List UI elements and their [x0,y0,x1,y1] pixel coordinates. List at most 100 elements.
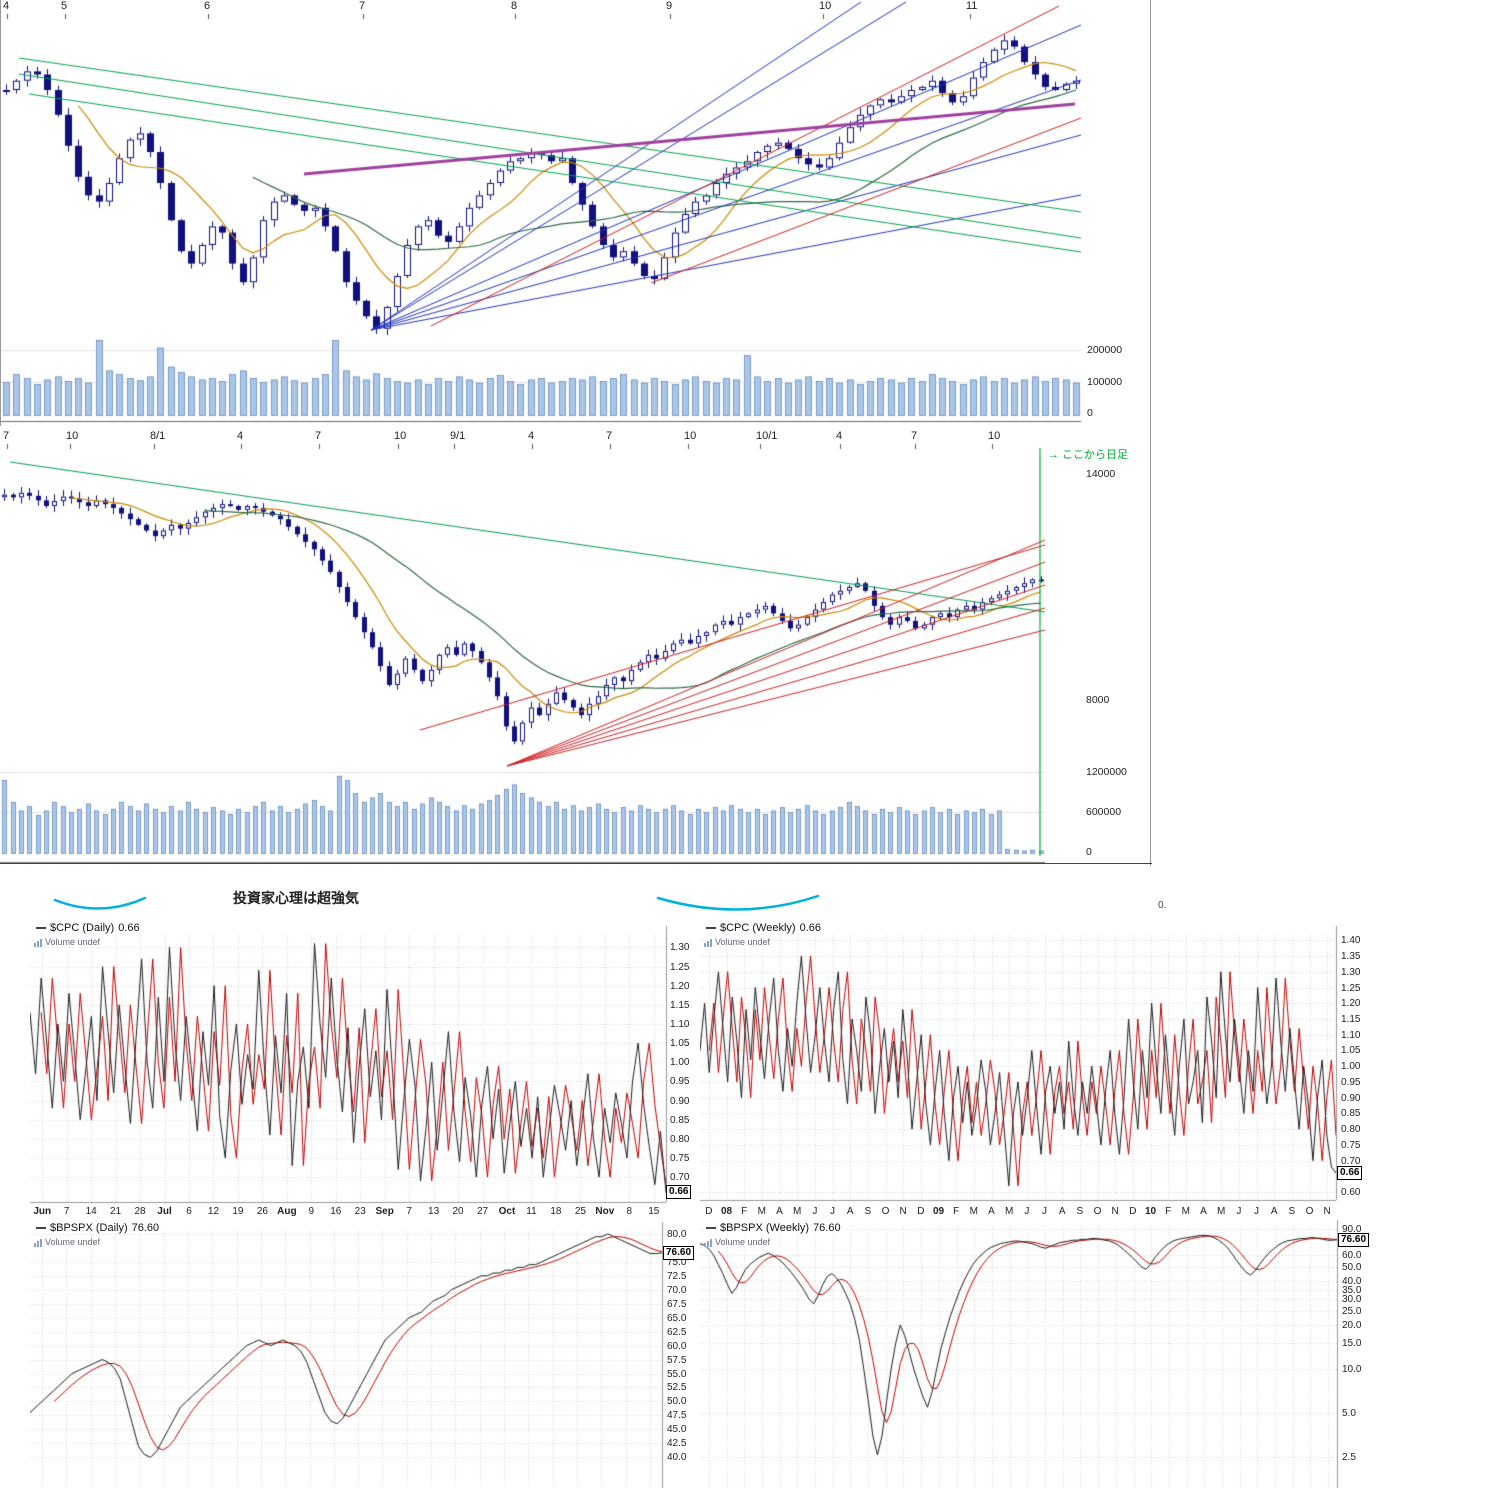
y-axis-tick-label: 35.0 [1342,1284,1362,1296]
x-axis-tick-label: J [1236,1206,1242,1217]
y-axis-tick-label: 0.80 [1341,1124,1361,1136]
x-axis-tick-label: 7 [406,1206,412,1217]
y-axis-tick-label: 10.0 [1342,1364,1362,1376]
x-axis-tick-label: J [812,1206,818,1217]
time-axis-label: 7 [606,430,613,442]
x-axis-tick-label: 7 [63,1206,70,1217]
x-axis-tick-label: 8 [626,1206,633,1217]
cpc-daily-canvas [30,920,692,1220]
x-axis-tick-label: A [1270,1206,1278,1217]
x-axis-tick-label: 16 [330,1206,342,1217]
volume-bars-icon [704,939,712,947]
x-axis-tick-label: M [969,1206,978,1217]
stray-text: 0. [1158,900,1167,911]
time-axis-label: 7 [359,0,366,12]
x-axis-tick-label: 25 [574,1206,586,1217]
last-value-label: 76.60 [131,1222,160,1234]
y-axis-tick-label: 0.80 [670,1133,690,1145]
x-axis-tick-label: 11 [526,1206,537,1217]
cpc-weekly-canvas [700,920,1365,1220]
x-axis-tick-label: 09 [932,1206,945,1217]
volume-bars-icon [34,1239,42,1247]
x-axis-tick-label: A [776,1206,783,1217]
x-axis-tick-label: M [1004,1206,1014,1217]
value-axis-label: 0 [1086,846,1092,858]
y-axis-tick-label: 25.0 [1342,1305,1362,1317]
value-axis-label: 0 [1087,407,1093,419]
symbol-label: $CPC (Weekly) [720,922,796,934]
y-axis-tick-label: 42.5 [667,1438,687,1450]
y-axis-tick-label: 47.5 [667,1410,687,1422]
x-axis-tick-label: 27 [476,1206,489,1217]
y-axis-tick-label: 75.0 [667,1256,687,1268]
symbol-label: $BPSPX (Daily) [50,1222,128,1234]
y-axis-tick-label: 1.10 [1341,1029,1361,1041]
x-axis-tick-label: 18 [550,1206,562,1217]
y-axis-tick-label: 70.0 [667,1284,687,1296]
x-axis-tick-label: 28 [134,1206,146,1217]
symbol-label: $BPSPX (Weekly) [720,1222,810,1234]
x-axis-tick-label: N [899,1206,907,1217]
y-axis-tick-label: 62.5 [667,1326,687,1338]
x-axis-tick-label: F [953,1206,960,1217]
x-axis-tick-label: J [1024,1206,1030,1217]
x-axis-tick-label: O [1093,1206,1102,1217]
time-axis-label: 8 [511,0,518,12]
y-axis-tick-label: 5.0 [1342,1408,1356,1420]
x-axis-tick-label: Nov [595,1206,615,1217]
cyan-scribble-annotation [53,894,820,911]
y-axis-tick-label: 1.30 [670,942,690,954]
time-axis-label: 7 [3,430,10,442]
y-axis-tick-label: 1.20 [1341,998,1361,1010]
cpc-daily-panel: $CPC (Daily) 0.66 Volume undef 1.30 1.25 1… [30,920,692,1220]
x-axis-tick-label: A [1200,1206,1207,1217]
y-axis-tick-label: 40.0 [667,1452,687,1464]
x-axis-tick-label: J [1042,1206,1047,1217]
x-axis-tick-label: D [917,1206,925,1217]
x-axis-tick-label: S [1076,1206,1084,1217]
x-axis-tick-label: S [1288,1206,1296,1217]
y-axis-tick-label: 20.0 [1342,1320,1362,1332]
x-axis-tick-label: N [1323,1206,1331,1217]
x-axis-tick-label: F [1165,1206,1172,1217]
y-axis-tick-label: 1.25 [670,961,690,973]
value-axis-label: 14000 [1086,468,1116,480]
daily-bars-annotation: → ここから日足 [1048,449,1129,461]
legend-line-swatch [36,927,46,929]
value-axis-label: 600000 [1086,806,1122,818]
y-axis-tick-label: 1.40 [1341,935,1361,947]
x-axis-tick-label: 10 [1144,1206,1157,1217]
y-axis-tick-label: 55.0 [667,1368,687,1380]
last-value-label: 76.60 [813,1222,841,1234]
bpspx-daily-panel: $BPSPX (Daily) 76.60 Volume undef 80.0 75… [30,1220,695,1488]
cpc-weekly-legend: $CPC (Weekly) 0.66 [704,922,824,934]
y-axis-tick-label: 0.75 [670,1152,690,1164]
time-axis-label: 9/1 [450,430,466,442]
volume-undef-label: Volume undef [34,937,101,947]
y-axis-tick-label: 0.95 [670,1076,690,1088]
y-axis-tick-label: 0.95 [1341,1076,1361,1088]
x-axis-tick-label: M [1216,1206,1226,1217]
legend-line-swatch [36,1227,46,1229]
y-axis-tick-label: 1.25 [1341,982,1361,994]
y-axis-tick-label: 1.15 [1341,1013,1361,1025]
time-axis-label: 10 [819,0,832,12]
last-value-box: 0.66 [666,1185,692,1200]
y-axis-tick-label: 72.5 [667,1270,687,1282]
y-axis-tick-label: 50.0 [667,1396,687,1408]
legend-line-swatch [706,927,716,929]
x-axis-tick-label: S [864,1206,872,1217]
x-axis-tick-label: 26 [256,1206,268,1217]
last-value-box: 0.66 [1337,1166,1363,1181]
x-axis-tick-label: Oct [498,1206,516,1217]
time-axis-label: 10 [684,430,697,442]
y-axis-tick-label: 2.5 [1342,1452,1356,1464]
x-axis-tick-label: A [988,1206,995,1217]
y-axis-tick-label: 1.05 [1341,1045,1361,1057]
last-value-box: 76.60 [1338,1232,1370,1247]
volume-undef-label: Volume undef [704,937,771,947]
time-axis-label: 9 [666,0,673,12]
time-axis-label: 5 [61,0,68,12]
y-axis-tick-label: 0.90 [1341,1092,1361,1104]
upper-candlestick-canvas [1,0,1153,426]
